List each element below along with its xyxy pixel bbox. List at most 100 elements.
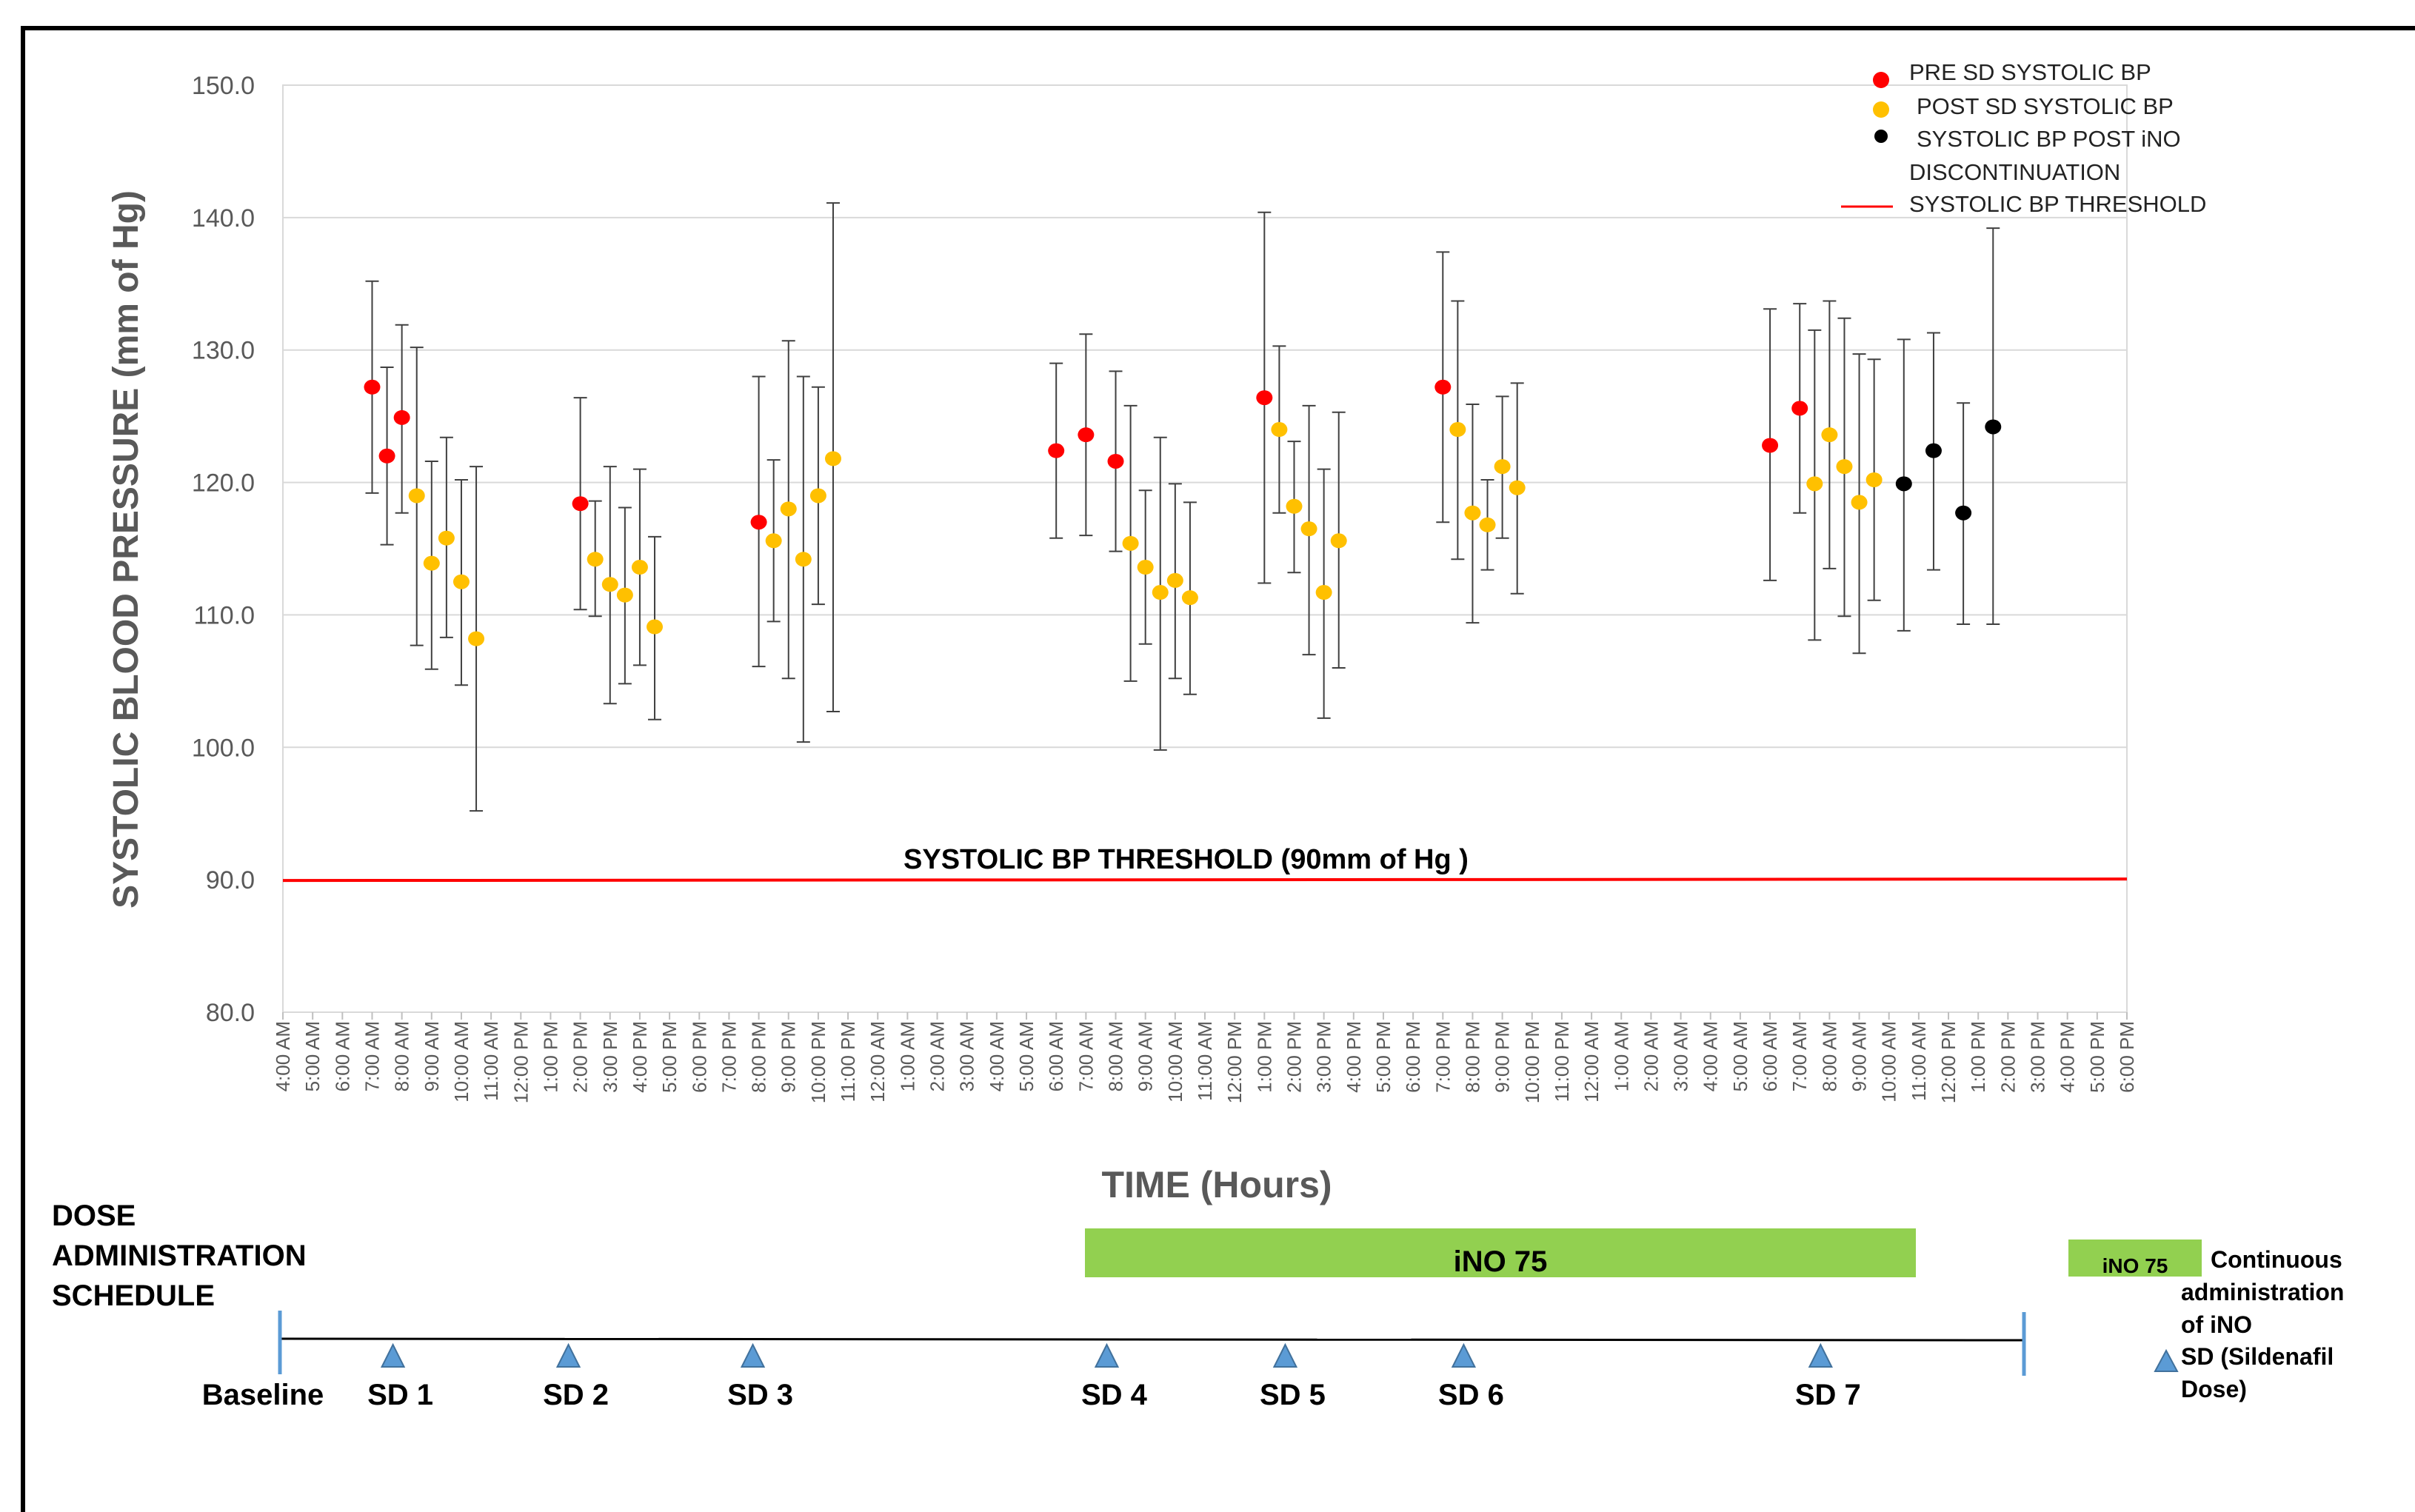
data-point: [795, 552, 812, 567]
x-tick-label: 12:00 PM: [1223, 1021, 1246, 1103]
x-tick-label: 4:00 AM: [1700, 1021, 1722, 1091]
side-legend-ino-text-line1: Continuous: [2211, 1246, 2342, 1273]
x-tick-label: 8:00 AM: [1105, 1021, 1127, 1091]
x-tick-label: 8:00 AM: [391, 1021, 413, 1091]
data-point: [1256, 390, 1273, 406]
data-point: [438, 530, 455, 546]
data-point: [393, 409, 410, 425]
data-point: [1122, 535, 1139, 551]
data-point: [1181, 590, 1198, 606]
legend-swatch-post-ino: [1874, 130, 1888, 143]
x-tick-label: 8:00 PM: [1461, 1021, 1483, 1093]
data-point: [765, 533, 782, 549]
data-point: [1449, 422, 1466, 438]
x-tick-label: 5:00 AM: [1015, 1021, 1038, 1091]
data-point: [1895, 476, 1912, 492]
side-legend-sd-text-line2: Dose): [2181, 1376, 2247, 1402]
x-tick-label: 1:00 AM: [896, 1021, 918, 1091]
sd-marker: [555, 1342, 581, 1368]
data-point: [1315, 585, 1332, 601]
x-tick-label: 11:00 AM: [1908, 1021, 1930, 1101]
data-point: [1836, 459, 1853, 475]
y-tick-label: 110.0: [193, 601, 255, 629]
data-point: [1330, 533, 1347, 549]
schedule-title-line1: DOSE: [52, 1200, 136, 1232]
figure-border: [21, 26, 2415, 1512]
x-tick-label: 1:00 PM: [539, 1021, 561, 1093]
y-tick-label: 150.0: [192, 72, 255, 100]
sd-marker: [1451, 1342, 1477, 1368]
side-legend-ino-swatch-label: iNO 75: [2102, 1254, 2168, 1277]
x-tick-label: 5:00 AM: [301, 1021, 324, 1091]
x-axis-title: TIME (Hours): [1101, 1164, 1332, 1205]
x-tick-label: 9:00 AM: [1848, 1021, 1871, 1091]
data-point: [1494, 459, 1511, 475]
dose-schedule: DOSE ADMINISTRATION SCHEDULE iNO 75 Base…: [52, 1200, 2344, 1411]
x-tick-label: 11:00 AM: [480, 1021, 502, 1101]
threshold-line: [282, 877, 2128, 883]
side-legend-sd-text-line1: SD (Sildenafil: [2181, 1343, 2334, 1370]
ino-administration-bar: [1085, 1228, 1916, 1277]
x-tick-label: 7:00 PM: [1432, 1021, 1454, 1093]
data-point: [1107, 453, 1124, 469]
data-point: [809, 488, 826, 504]
data-point: [378, 448, 395, 464]
legend-label-post-ino-line1: SYSTOLIC BP POST iNO: [1917, 126, 2181, 152]
x-tick-label: 3:00 PM: [2027, 1021, 2049, 1093]
x-tick-label: 2:00 PM: [569, 1021, 592, 1093]
x-tick-label: 3:00 PM: [1313, 1021, 1335, 1093]
legend-label-post: POST SD SYSTOLIC BP: [1917, 93, 2174, 119]
x-tick-label: 1:00 AM: [1610, 1021, 1632, 1091]
side-legend-ino-text-line3: of iNO: [2181, 1311, 2252, 1338]
legend-label-pre: PRE SD SYSTOLIC BP: [1909, 59, 2151, 85]
data-point: [780, 501, 797, 517]
y-tick-label: 140.0: [192, 204, 255, 233]
side-legend-ino-swatch: [2068, 1240, 2202, 1277]
x-tick-label: 8:00 PM: [748, 1021, 770, 1093]
x-tick-label: 6:00 PM: [688, 1021, 710, 1093]
data-point: [1137, 560, 1154, 575]
x-tick-label: 1:00 PM: [1967, 1021, 1989, 1093]
data-point: [1985, 419, 2002, 435]
x-tick-label: 9:00 PM: [778, 1021, 800, 1093]
y-tick-label: 120.0: [192, 469, 255, 498]
y-tick-label: 130.0: [192, 337, 255, 365]
sd-marker: [1272, 1342, 1298, 1368]
data-point: [408, 488, 425, 504]
dose-markers: SD 1 SD 2 SD 3 SD 4 SD 5 SD 6 SD 7: [367, 1342, 1861, 1411]
side-legend-sd-marker: [2154, 1348, 2179, 1372]
data-point: [364, 379, 381, 395]
timeline-axis: [279, 1337, 2025, 1342]
x-tick-label: 4:00 PM: [1343, 1021, 1365, 1093]
sd-marker: [740, 1342, 766, 1368]
data-point: [1048, 443, 1065, 458]
legend-label-post-ino-line2: DISCONTINUATION: [1909, 159, 2120, 185]
x-tick-label: 6:00 AM: [1045, 1021, 1067, 1091]
data-points: [364, 379, 2002, 646]
x-tick-label: 6:00 PM: [1402, 1021, 1424, 1093]
sd-marker: [1808, 1342, 1833, 1368]
data-point: [1851, 495, 1868, 510]
data-point: [1762, 438, 1779, 453]
data-point: [587, 552, 604, 567]
data-point: [423, 555, 440, 571]
sd-marker: [380, 1342, 406, 1368]
data-point: [1300, 521, 1317, 537]
data-point: [647, 619, 664, 635]
x-tick-label: 11:00 AM: [1194, 1021, 1216, 1101]
x-tick-label: 9:00 AM: [1135, 1021, 1157, 1091]
x-tick-label: 4:00 AM: [986, 1021, 1008, 1091]
x-tick-label: 5:00 PM: [1372, 1021, 1394, 1093]
x-tick-label: 6:00 AM: [1759, 1021, 1781, 1091]
y-axis-ticks: 80.0 90.0 100.0 110.0 120.0 130.0 140.0 150.0: [192, 72, 255, 1027]
data-point: [1078, 427, 1095, 443]
x-tick-label: 7:00 PM: [718, 1021, 740, 1093]
legend: PRE SD SYSTOLIC BP POST SD SYSTOLIC BP S…: [1841, 59, 2206, 217]
x-tick-label: 9:00 AM: [421, 1021, 443, 1091]
x-tick-label: 1:00 PM: [1253, 1021, 1275, 1093]
x-tick-label: 3:00 AM: [956, 1021, 978, 1091]
data-point: [824, 451, 841, 466]
x-tick-label: 7:00 AM: [1075, 1021, 1097, 1091]
x-tick-label: 5:00 PM: [2086, 1021, 2108, 1093]
legend-swatch-post: [1873, 101, 1889, 118]
